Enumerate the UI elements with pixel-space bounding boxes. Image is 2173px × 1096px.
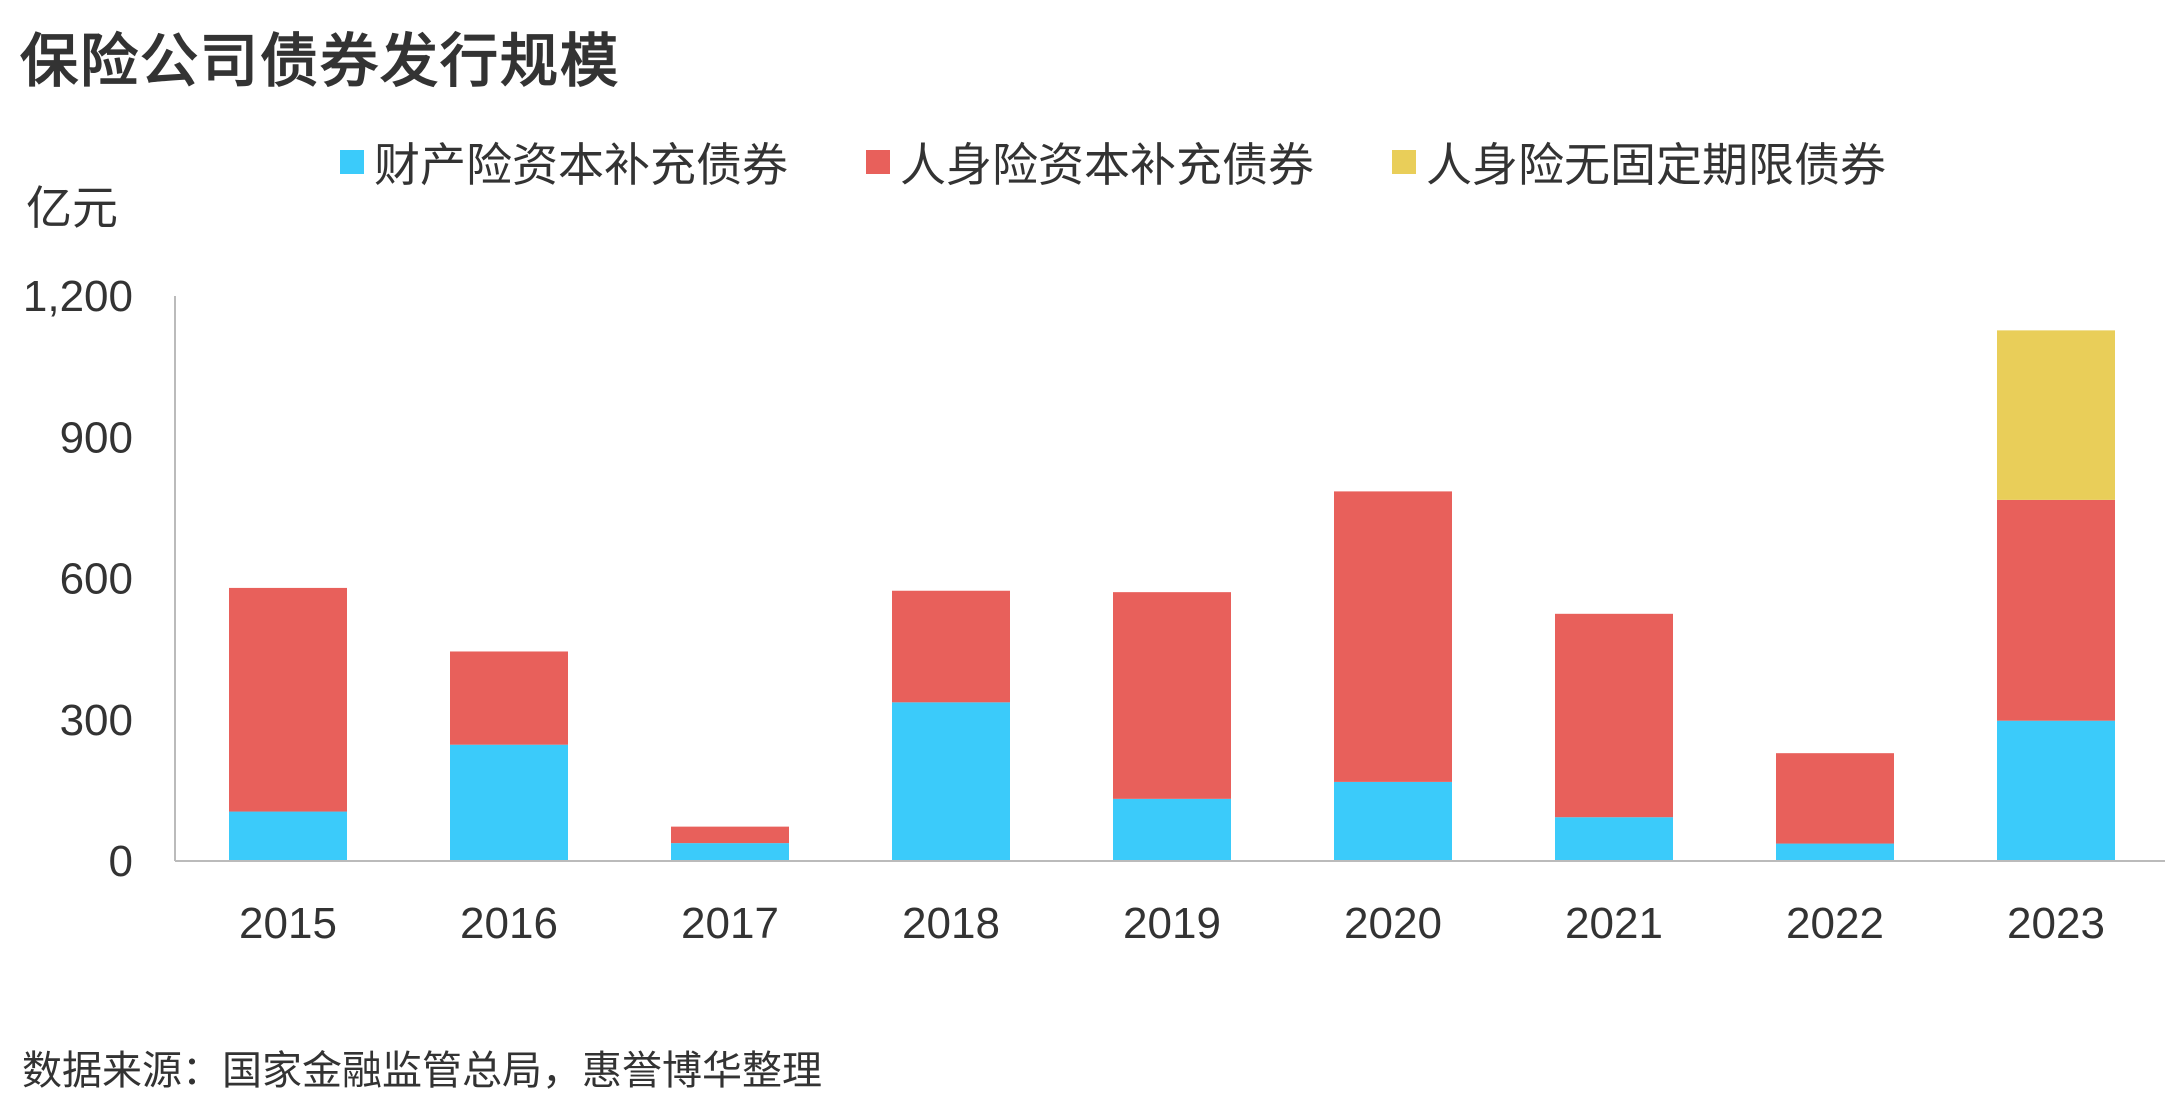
y-tick-label: 900	[60, 413, 133, 462]
bar-2020-series-2	[1334, 491, 1452, 782]
chart-title: 保险公司债券发行规模	[20, 27, 621, 95]
bars-group	[229, 330, 2115, 861]
bar-2023-series-3	[1997, 330, 2115, 500]
legend-label: 人身险资本补充债券	[900, 138, 1314, 192]
legend-item-life-perpetual: 人身险无固定期限债券	[1392, 129, 1886, 195]
legend: 财产险资本补充债券 人身险资本补充债券 人身险无固定期限债券	[340, 132, 1964, 192]
bar-2018-series-1	[892, 702, 1010, 861]
bar-2021-series-2	[1555, 613, 1673, 818]
y-tick-label: 600	[60, 555, 133, 604]
bar-2019-series-1	[1113, 798, 1231, 861]
bar-2019-series-2	[1113, 592, 1231, 799]
bar-2023-series-2	[1997, 499, 2115, 721]
x-tick-label: 2021	[1565, 899, 1663, 948]
x-tick-label: 2017	[681, 899, 779, 948]
bar-2020-series-1	[1334, 781, 1452, 861]
y-tick-label: 1,200	[23, 272, 133, 321]
source-note: 数据来源：国家金融监管总局，惠誉博华整理	[22, 1048, 822, 1094]
bar-2015-series-2	[229, 587, 347, 812]
x-tick-label: 2016	[460, 899, 558, 948]
bar-2017-series-2	[671, 826, 789, 844]
y-tick-label: 0	[109, 837, 133, 886]
legend-label: 财产险资本补充债券	[374, 138, 788, 192]
x-tick-label: 2023	[2007, 899, 2105, 948]
bar-2015-series-1	[229, 811, 347, 861]
tick-labels-group: 0 300 600 900 1,200 2015 2016 2017 2018 2019 2020 2…	[23, 272, 2105, 948]
x-tick-label: 2022	[1786, 899, 1884, 948]
bar-2021-series-1	[1555, 817, 1673, 861]
y-tick-label: 300	[60, 696, 133, 745]
x-tick-label: 2020	[1344, 899, 1442, 948]
bar-2018-series-2	[892, 590, 1010, 703]
legend-swatch	[866, 150, 890, 174]
y-axis-unit-label: 亿元	[26, 181, 118, 235]
bar-2022-series-2	[1776, 753, 1894, 844]
axes-group	[174, 296, 2165, 862]
bar-2017-series-1	[671, 843, 789, 861]
x-tick-label: 2018	[902, 899, 1000, 948]
legend-label: 人身险无固定期限债券	[1426, 138, 1886, 192]
legend-swatch	[1392, 150, 1416, 174]
bar-2016-series-2	[450, 651, 568, 745]
bar-2016-series-1	[450, 744, 568, 861]
legend-item-property-cap: 财产险资本补充债券	[340, 129, 788, 195]
bar-2022-series-1	[1776, 843, 1894, 861]
legend-item-life-cap: 人身险资本补充债券	[866, 129, 1314, 195]
x-tick-label: 2019	[1123, 899, 1221, 948]
x-tick-label: 2015	[239, 899, 337, 948]
bar-2023-series-1	[1997, 720, 2115, 861]
legend-swatch	[340, 150, 364, 174]
